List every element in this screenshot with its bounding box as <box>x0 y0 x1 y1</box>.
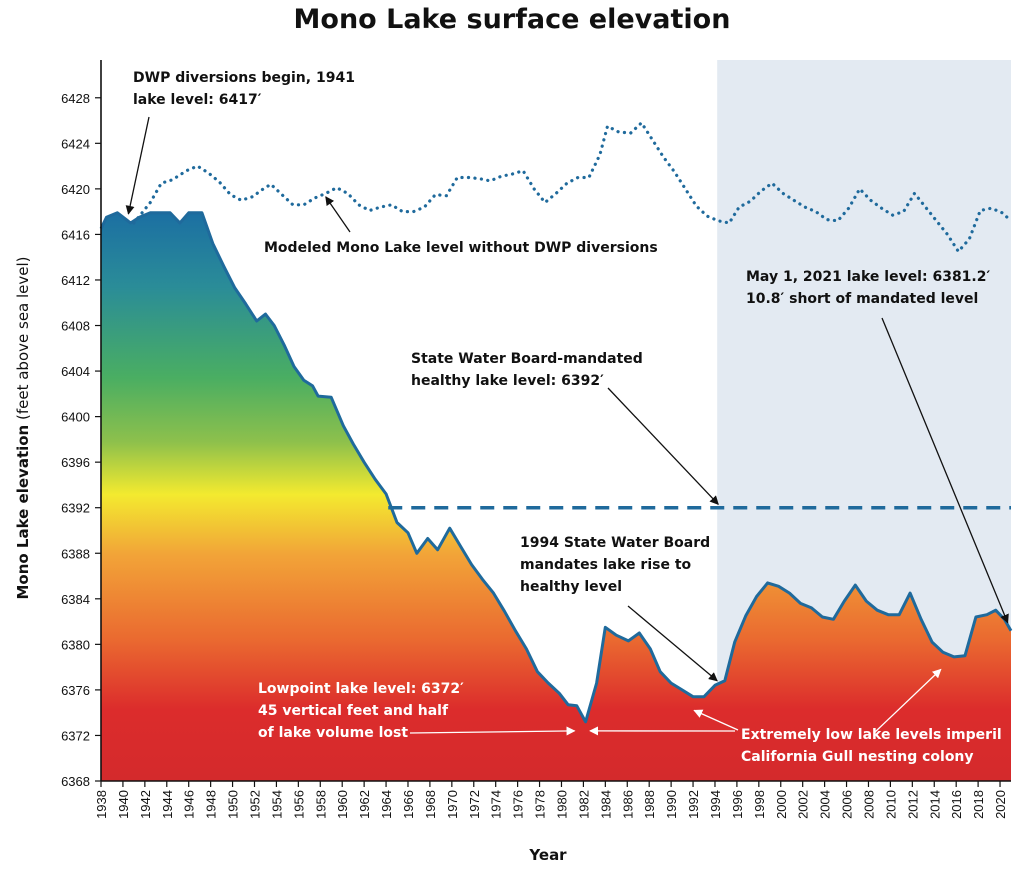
x-tick-label: 1988 <box>642 790 657 819</box>
annotation-modeled-level: Modeled Mono Lake level without DWP dive… <box>264 196 658 256</box>
x-tick-label: 1948 <box>204 790 219 819</box>
annotation-text-line: Lowpoint lake level: 6372′ <box>258 681 464 697</box>
y-tick-label: 6384 <box>61 592 90 607</box>
x-tick-label: 2008 <box>861 790 876 819</box>
x-tick-label: 2014 <box>927 790 942 819</box>
x-axis-label: Year <box>528 846 567 864</box>
annotation-dwp-diversions: DWP diversions begin, 1941 lake level: 64… <box>125 70 355 215</box>
annotation-arrow <box>627 605 718 682</box>
y-tick-label: 6400 <box>61 410 90 425</box>
x-tick-label: 1986 <box>620 790 635 819</box>
x-tick-label: 1944 <box>160 790 175 819</box>
x-tick-label: 1992 <box>686 790 701 819</box>
x-tick-label: 1962 <box>357 790 372 819</box>
y-tick-label: 6380 <box>61 637 90 652</box>
y-tick-label: 6416 <box>61 227 90 242</box>
x-tick-label: 1946 <box>182 790 197 819</box>
x-tick-label: 2020 <box>993 790 1008 819</box>
annotation-text-line: May 1, 2021 lake level: 6381.2′ <box>746 269 990 285</box>
x-tick-label: 2018 <box>971 790 986 819</box>
y-tick-label: 6424 <box>61 136 90 151</box>
annotation-text-line: of lake volume lost <box>258 725 408 741</box>
x-tick-label: 1968 <box>423 790 438 819</box>
x-tick-label: 1970 <box>445 790 460 819</box>
x-tick-label: 1982 <box>576 790 591 819</box>
y-tick-label: 6420 <box>61 182 90 197</box>
annotation-arrow <box>125 116 150 215</box>
annotation-arrow <box>873 668 942 734</box>
modeled-level-line <box>132 120 1013 255</box>
annotation-text-line: Modeled Mono Lake level without DWP dive… <box>264 240 658 256</box>
annotation-text-line: lake level: 6417′ <box>133 92 262 108</box>
y-tick-label: 6412 <box>61 273 90 288</box>
x-tick-label: 1954 <box>269 790 284 819</box>
x-tick-label: 1938 <box>94 790 109 819</box>
annotation-arrow <box>409 726 576 736</box>
x-tick-label: 1966 <box>401 790 416 819</box>
lake-level-area <box>101 212 1011 782</box>
x-tick-label: 1978 <box>533 790 548 819</box>
x-tick-label: 1956 <box>291 790 306 819</box>
annotation-text-line: Extremely low lake levels imperil <box>741 727 1002 743</box>
annotation-arrow <box>881 317 1009 624</box>
x-tick-label: 2006 <box>840 790 855 819</box>
y-tick-label: 6376 <box>61 683 90 698</box>
annotation-text-line: healthy level <box>520 579 622 595</box>
x-tick-label: 1998 <box>752 790 767 819</box>
y-tick-label: 6396 <box>61 455 90 470</box>
annotation-text-line: healthy lake level: 6392′ <box>411 373 604 389</box>
x-tick-label: 1950 <box>226 790 241 819</box>
x-tick-label: 1940 <box>116 790 131 819</box>
x-tick-label: 2002 <box>796 790 811 819</box>
annotation-text-line: DWP diversions begin, 1941 <box>133 70 355 86</box>
y-tick-label: 6428 <box>61 91 90 106</box>
annotation-1994-mandate: 1994 State Water Board mandates lake rise… <box>520 535 718 682</box>
annotation-arrow <box>607 387 719 505</box>
x-tick-label: 1984 <box>598 790 613 819</box>
y-tick-label: 6408 <box>61 319 90 334</box>
x-tick-label: 1990 <box>664 790 679 819</box>
y-tick-label: 6372 <box>61 728 90 743</box>
x-tick-label: 1952 <box>247 790 262 819</box>
x-tick-label: 1942 <box>138 790 153 819</box>
annotation-may-2021-level: May 1, 2021 lake level: 6381.2′ 10.8′ sho… <box>746 269 1009 624</box>
annotation-mandated-level: State Water Board-mandated healthy lake l… <box>411 351 719 505</box>
y-axis-label: Mono Lake elevation (feet above sea leve… <box>14 256 32 599</box>
annotation-arrow <box>325 196 351 233</box>
x-tick-label: 1980 <box>554 790 569 819</box>
y-tick-label: 6388 <box>61 546 90 561</box>
x-tick-label: 2012 <box>905 790 920 819</box>
annotation-text-line: 45 vertical feet and half <box>258 703 449 719</box>
x-tick-label: 1958 <box>313 790 328 819</box>
annotation-text-line: 10.8′ short of mandated level <box>746 291 978 307</box>
annotation-arrow <box>693 709 739 731</box>
y-tick-label: 6392 <box>61 501 90 516</box>
x-tick-label: 1994 <box>708 790 723 819</box>
chart-title: Mono Lake surface elevation <box>293 4 731 35</box>
x-tick-label: 1974 <box>489 790 504 819</box>
annotation-text-line: State Water Board-mandated <box>411 351 643 367</box>
x-tick-label: 1996 <box>730 790 745 819</box>
annotation-text-line: California Gull nesting colony <box>741 749 974 765</box>
annotation-lowpoint: Lowpoint lake level: 6372′ 45 vertical fe… <box>258 681 576 741</box>
annotation-text-line: 1994 State Water Board <box>520 535 710 551</box>
x-tick-label: 1964 <box>379 790 394 819</box>
annotation-gull-colony: Extremely low lake levels imperil Califor… <box>589 668 1002 765</box>
lake-level-line <box>99 211 1013 724</box>
y-tick-label: 6368 <box>61 774 90 789</box>
y-tick-label: 6404 <box>61 364 90 379</box>
x-tick-label: 2004 <box>818 790 833 819</box>
x-tick-label: 1972 <box>467 790 482 819</box>
x-tick-label: 1976 <box>511 790 526 819</box>
x-tick-label: 2000 <box>774 790 789 819</box>
annotation-text-line: mandates lake rise to <box>520 557 692 573</box>
x-tick-label: 1960 <box>335 790 350 819</box>
x-tick-label: 2010 <box>883 790 898 819</box>
x-tick-label: 2016 <box>949 790 964 819</box>
